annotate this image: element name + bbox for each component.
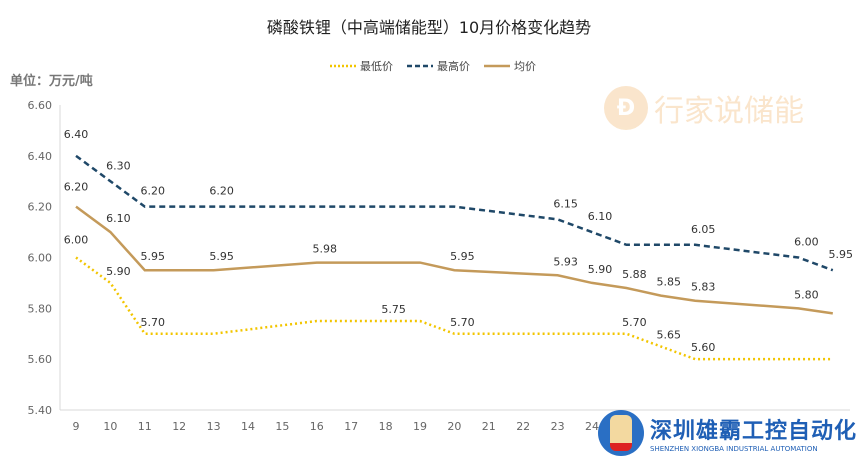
data-label: 5.95 (829, 248, 854, 261)
data-label: 5.95 (209, 250, 234, 263)
data-label: 5.95 (141, 250, 166, 263)
watermark-top: Ð 行家说储能 (604, 86, 804, 130)
y-tick-label: 6.20 (28, 201, 53, 214)
series-line-2 (75, 154, 834, 272)
data-label: 6.15 (553, 197, 578, 210)
x-tick-label: 18 (379, 420, 393, 433)
brand-logo-icon: Ð (604, 86, 648, 130)
legend-item-low: 最低价 (330, 58, 393, 74)
data-label: 5.88 (622, 268, 647, 281)
data-label: 5.70 (622, 316, 647, 329)
x-tick-label: 20 (447, 420, 461, 433)
x-tick-label: 15 (275, 420, 289, 433)
x-tick-label: 12 (172, 420, 186, 433)
data-label: 6.20 (209, 185, 234, 198)
data-label: 6.30 (106, 159, 131, 172)
watermark-top-text: 行家说储能 (654, 94, 804, 129)
x-tick-label: 11 (138, 420, 152, 433)
y-tick-label: 6.60 (28, 99, 53, 112)
data-label: 6.40 (64, 128, 89, 141)
legend: 最低价 最高价 均价 (330, 58, 536, 74)
legend-label-avg: 均价 (514, 60, 536, 73)
data-label: 5.85 (657, 276, 682, 289)
data-label: 6.00 (794, 236, 819, 249)
data-label: 6.20 (141, 185, 166, 198)
y-tick-label: 6.00 (28, 252, 53, 265)
x-tick-label: 23 (551, 420, 565, 433)
watermark-bottom: 深圳雄霸工控自动化 SHENZHEN XIONGBA INDUSTRIAL AU… (598, 410, 857, 456)
data-label: 5.90 (588, 263, 613, 276)
data-label: 5.75 (381, 303, 406, 316)
data-label: 5.90 (106, 265, 131, 278)
x-tick-label: 24 (585, 420, 599, 433)
x-tick-label: 17 (344, 420, 358, 433)
watermark-bottom-en: SHENZHEN XIONGBA INDUSTRIAL AUTOMATION (650, 445, 818, 453)
data-label: 5.95 (450, 250, 475, 263)
data-label: 5.83 (691, 281, 716, 294)
y-tick-label: 5.80 (28, 302, 53, 315)
x-tick-label: 22 (516, 420, 530, 433)
x-tick-label: 21 (482, 420, 496, 433)
legend-swatch-avg (484, 64, 510, 68)
data-label: 5.80 (794, 288, 819, 301)
mascot-logo-icon (598, 410, 644, 456)
x-tick-label: 19 (413, 420, 427, 433)
x-tick-label: 14 (241, 420, 255, 433)
x-tick-label: 13 (207, 420, 221, 433)
legend-swatch-low (330, 64, 356, 68)
legend-label-low: 最低价 (360, 60, 393, 73)
data-label: 5.93 (553, 255, 578, 268)
watermark-bottom-cn: 深圳雄霸工控自动化 (650, 419, 858, 444)
data-label: 6.10 (106, 212, 131, 225)
x-tick-label: 16 (310, 420, 324, 433)
data-label: 6.00 (64, 234, 89, 247)
series-line-3 (75, 205, 833, 315)
data-label: 5.60 (691, 341, 716, 354)
x-tick-label: 9 (73, 420, 80, 433)
legend-item-high: 最高价 (407, 58, 470, 74)
data-label: 5.65 (657, 328, 682, 341)
series-line-1 (75, 256, 833, 361)
legend-item-avg: 均价 (484, 58, 536, 74)
data-label: 6.10 (588, 210, 613, 223)
data-label: 5.70 (450, 316, 475, 329)
x-tick-label: 10 (103, 420, 117, 433)
data-label: 5.70 (141, 316, 166, 329)
legend-label-high: 最高价 (437, 60, 470, 73)
data-label: 6.20 (64, 181, 89, 194)
y-tick-label: 5.60 (28, 353, 53, 366)
y-tick-label: 6.40 (28, 150, 53, 163)
unit-label: 单位：万元/吨 (10, 74, 93, 89)
data-label: 5.98 (313, 243, 338, 256)
chart-title: 磷酸铁锂（中高端储能型）10月价格变化趋势 (266, 18, 592, 37)
legend-swatch-high (407, 64, 433, 68)
data-label: 6.05 (691, 223, 716, 236)
y-tick-label: 5.40 (28, 404, 53, 417)
